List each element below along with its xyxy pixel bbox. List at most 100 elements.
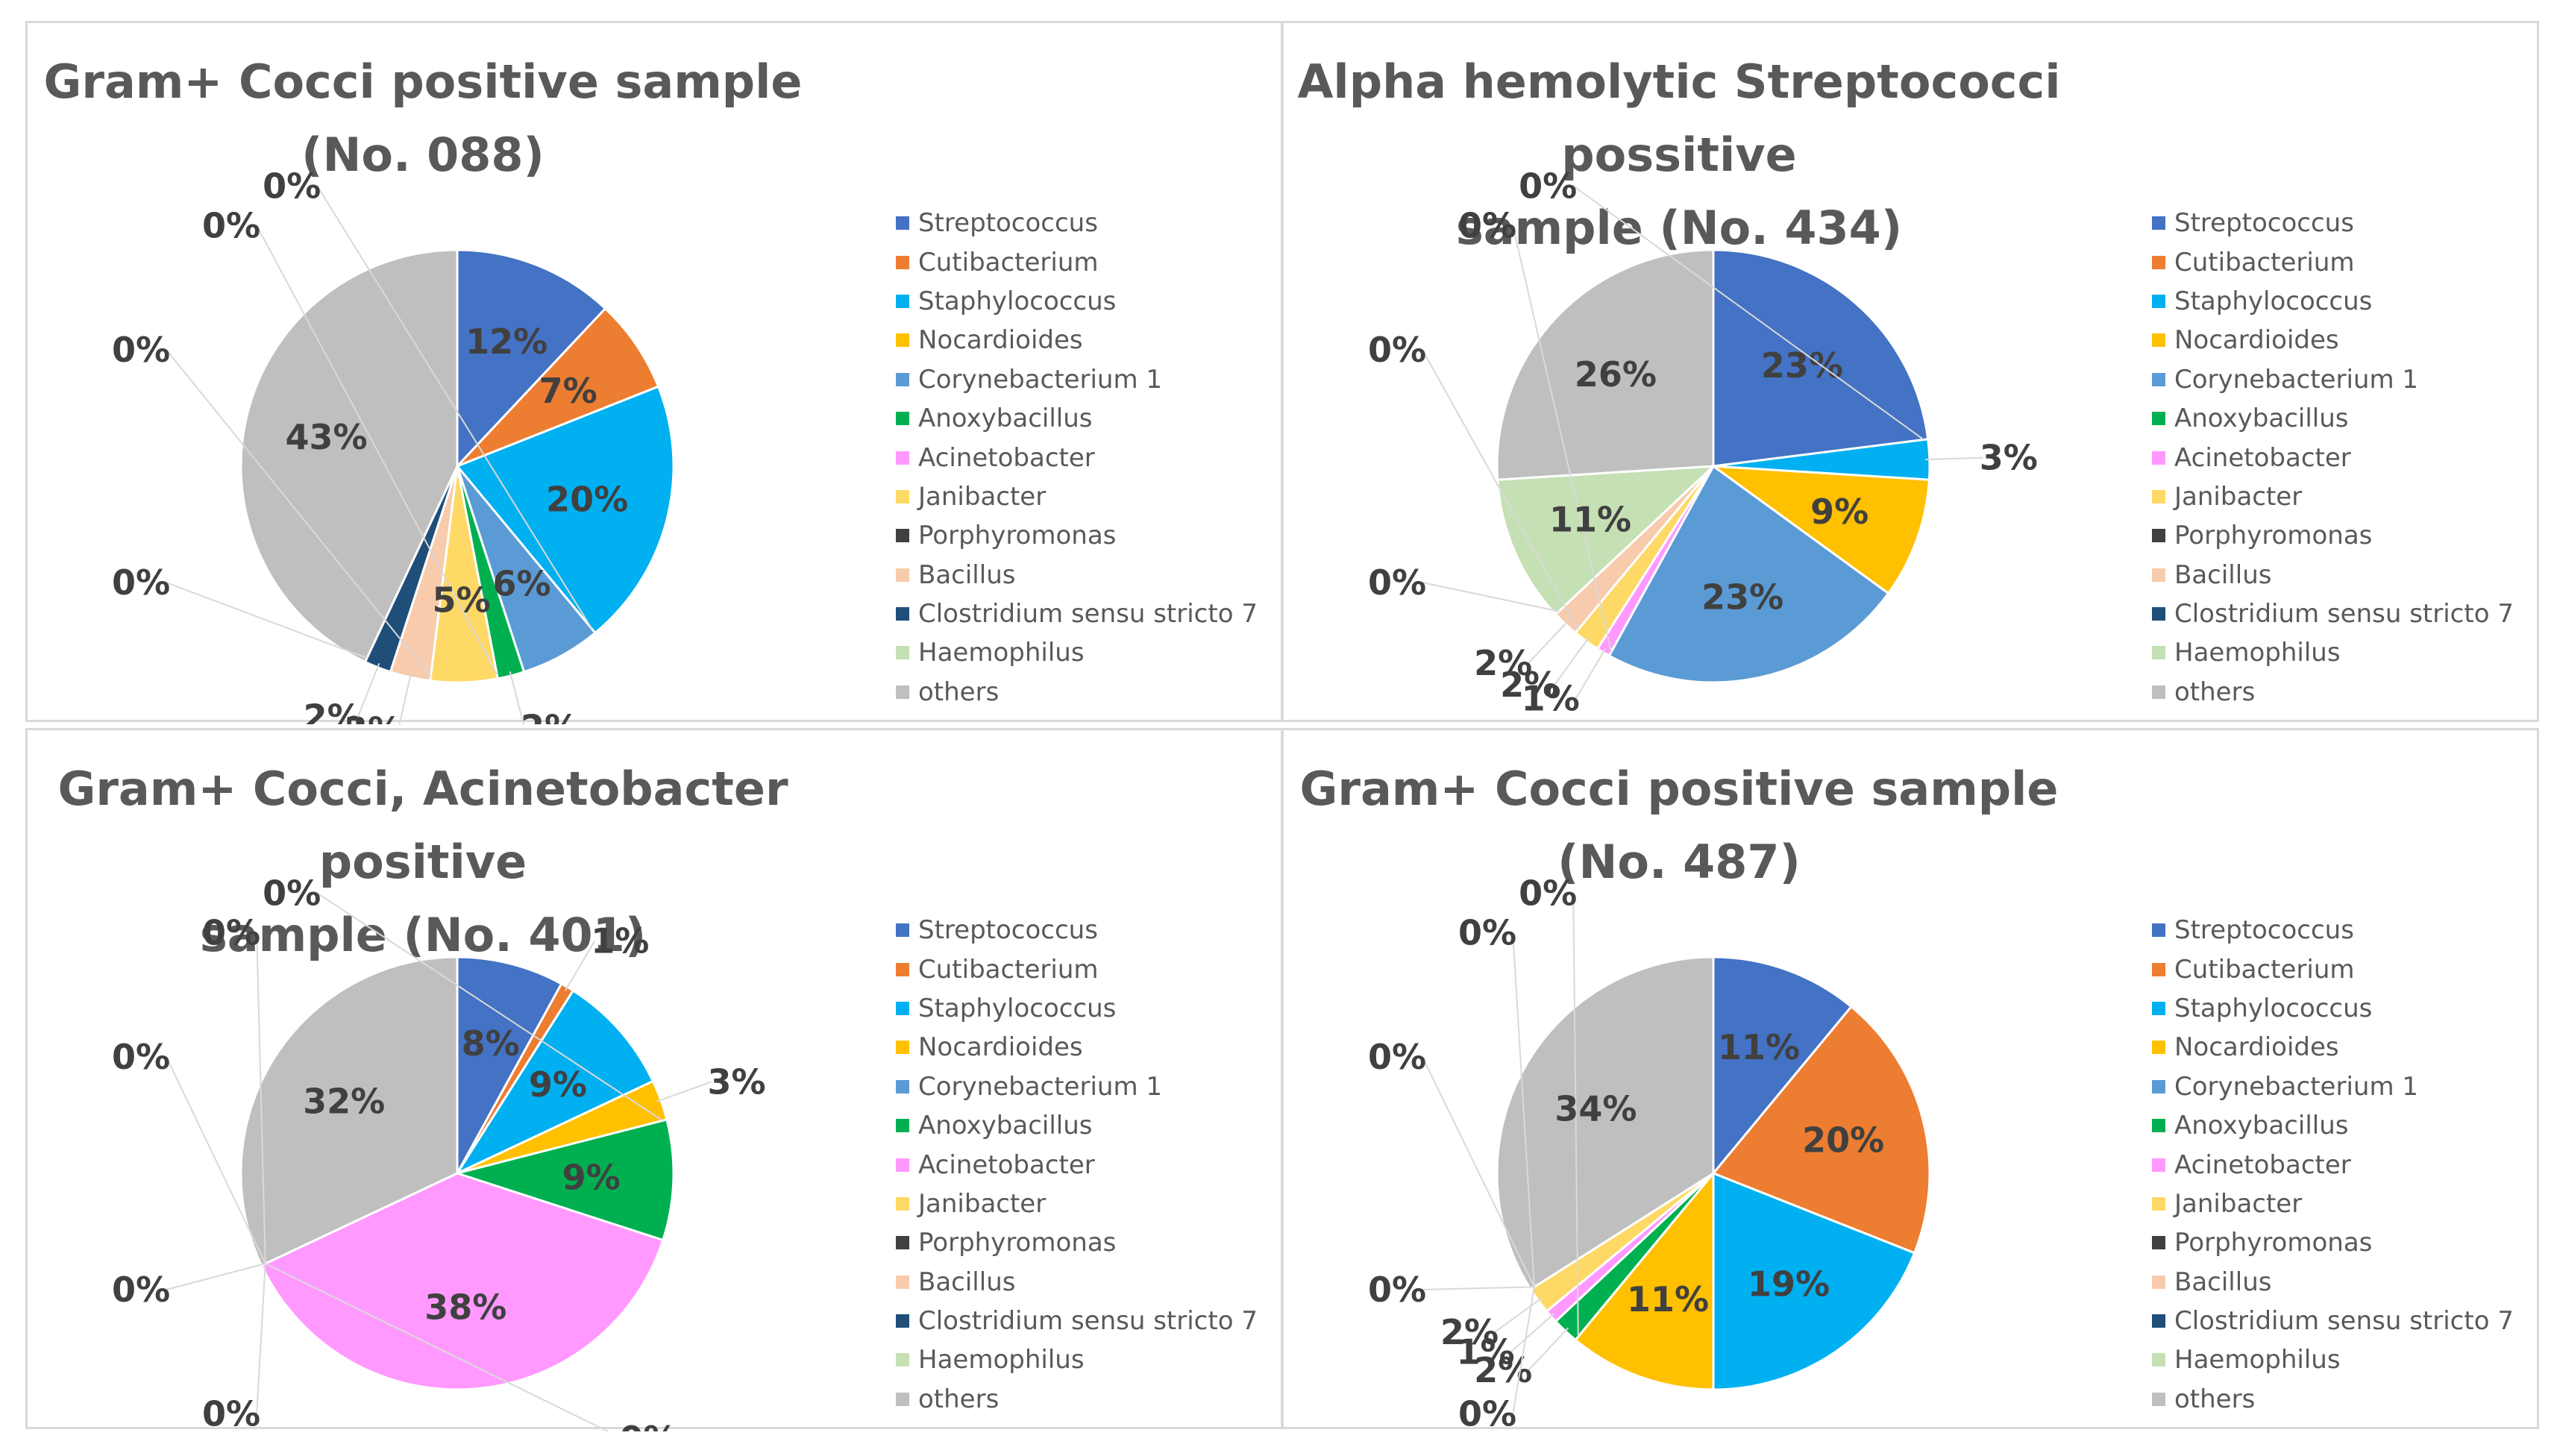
pie-chart: 23%0%3%9%23%0%1%2%0%2%0%11%26% <box>1368 166 2038 719</box>
data-label-bacillus: 0% <box>1368 1037 1426 1077</box>
data-label-janibacter: 2% <box>1500 665 1558 705</box>
legend-item-corynebacterium-1: Corynebacterium 1 <box>2152 1067 2514 1106</box>
data-label-others: 43% <box>285 417 367 457</box>
legend-label: Streptococcus <box>918 915 1098 946</box>
legend-item-nocardioides: Nocardioides <box>2152 321 2514 360</box>
pie-slice-others <box>239 956 459 1267</box>
data-label-haemophilus: 0% <box>1458 1394 1516 1431</box>
pie-slice-nocardioides <box>1709 465 1930 595</box>
data-label-haemophilus: 11% <box>1549 499 1631 539</box>
legend-label: Acinetobacter <box>918 442 1095 473</box>
data-label-bacillus: 3% <box>344 709 402 724</box>
legend-swatch <box>2152 333 2165 348</box>
legend-swatch <box>2152 1314 2165 1328</box>
pie-slice-others <box>239 248 459 664</box>
legend-swatch <box>896 1236 909 1250</box>
data-labels: 12%7%20%0%6%2%0%5%0%3%2%0%43% <box>112 166 628 724</box>
pie-slices <box>239 956 675 1391</box>
data-label-streptococcus: 11% <box>1718 1027 1800 1067</box>
data-label-acinetobacter: 38% <box>424 1287 506 1327</box>
data-label-staphylococcus: 9% <box>529 1064 587 1105</box>
legend-item-clostridium-sensu-stricto-7: Clostridium sensu stricto 7 <box>896 594 1258 633</box>
legend-swatch <box>896 451 909 465</box>
legend-label: Staphylococcus <box>2174 286 2373 316</box>
legend-label: Cutibacterium <box>2174 247 2355 277</box>
legend-label: Clostridium sensu stricto 7 <box>918 1306 1258 1337</box>
legend-swatch <box>2152 607 2165 621</box>
legend-label: Bacillus <box>918 1267 1016 1297</box>
legend-swatch <box>2152 646 2165 660</box>
pie-chart: 11%20%19%11%0%2%1%2%0%0%0%0%34% <box>1368 873 1931 1431</box>
legend-swatch <box>2152 529 2165 543</box>
legend-label: Haemophilus <box>918 1345 1085 1375</box>
data-label-corynebacterium-1: 0% <box>263 873 321 913</box>
legend-label: Porphyromonas <box>2174 1228 2373 1258</box>
legend-item-haemophilus: Haemophilus <box>896 1340 1258 1379</box>
legend-label: Clostridium sensu stricto 7 <box>918 599 1258 630</box>
legend-swatch <box>2152 1001 2165 1015</box>
legend-swatch <box>896 489 909 503</box>
legend-swatch <box>896 529 909 543</box>
legend-label: Bacillus <box>2174 559 2272 590</box>
legend-swatch <box>896 646 909 660</box>
legend-label: Acinetobacter <box>2174 442 2351 473</box>
legend-item-bacillus: Bacillus <box>896 556 1258 594</box>
leader-line-bacillus <box>1422 1056 1535 1287</box>
pie-slice-streptococcus <box>1712 956 1854 1177</box>
legend-swatch <box>2152 1041 2165 1055</box>
legend-item-anoxybacillus: Anoxybacillus <box>896 1106 1258 1145</box>
data-label-cutibacterium: 20% <box>1802 1120 1884 1160</box>
legend-swatch <box>2152 372 2165 386</box>
legend-label: Cutibacterium <box>2174 954 2355 985</box>
pie-slice-streptococcus <box>456 956 563 1174</box>
legend-label: Acinetobacter <box>2174 1149 2351 1180</box>
legend-item-corynebacterium-1: Corynebacterium 1 <box>896 360 1258 399</box>
legend-label: Anoxybacillus <box>918 1111 1093 1141</box>
chart-legend: Streptococcus Cutibacterium Staphylococcus… <box>2152 204 2514 712</box>
data-label-acinetobacter: 0% <box>202 205 260 245</box>
legend-item-streptococcus: Streptococcus <box>2152 204 2514 242</box>
data-label-staphylococcus: 19% <box>1748 1264 1830 1305</box>
pie-slice-streptococcus <box>1712 248 1930 468</box>
legend-item-others: others <box>896 1380 1258 1419</box>
legend-item-cutibacterium: Cutibacterium <box>2152 950 2514 988</box>
legend-swatch <box>2152 451 2165 465</box>
legend-item-corynebacterium-1: Corynebacterium 1 <box>896 1067 1258 1106</box>
pie-slice-streptococcus <box>456 248 607 469</box>
legend-item-streptococcus: Streptococcus <box>896 911 1258 950</box>
legend-swatch <box>2152 1353 2165 1367</box>
chart-title: Gram+ Cocci positive sample (No. 088) <box>43 54 803 182</box>
legend-label: Janibacter <box>2174 481 2303 512</box>
legend-label: Haemophilus <box>2174 638 2341 668</box>
pie-slices <box>1496 956 1931 1391</box>
legend-label: Cutibacterium <box>918 954 1099 985</box>
legend-item-anoxybacillus: Anoxybacillus <box>896 399 1258 438</box>
legend-item-staphylococcus: Staphylococcus <box>2152 282 2514 321</box>
legend-swatch <box>896 1314 909 1328</box>
legend-item-streptococcus: Streptococcus <box>2152 911 2514 950</box>
legend-swatch <box>896 333 909 348</box>
legend-swatch <box>896 372 909 386</box>
pie-slice-corynebacterium-1 <box>1607 464 1890 684</box>
leader-line-acinetobacter <box>256 225 498 675</box>
legend-swatch <box>896 1001 909 1015</box>
data-label-streptococcus: 12% <box>465 321 547 362</box>
chart-panel-434: Alpha hemolytic Streptococci possitive s… <box>1281 21 2539 722</box>
legend-item-clostridium-sensu-stricto-7: Clostridium sensu stricto 7 <box>2152 1302 2514 1340</box>
legend-label: Bacillus <box>918 559 1016 590</box>
data-label-nocardioides: 3% <box>708 1061 766 1102</box>
legend-label: Anoxybacillus <box>2174 1111 2349 1141</box>
legend-label: Anoxybacillus <box>2174 404 2349 434</box>
data-label-others: 26% <box>1575 354 1657 395</box>
leader-line-porphyromonas <box>1422 349 1579 630</box>
data-label-porphyromonas: 0% <box>112 330 170 370</box>
legend-item-bacillus: Bacillus <box>2152 1263 2514 1302</box>
data-label-acinetobacter: 1% <box>1522 679 1580 719</box>
legend-swatch <box>896 1041 909 1055</box>
legend-label: Corynebacterium 1 <box>2174 364 2419 395</box>
legend-label: Haemophilus <box>2174 1345 2341 1375</box>
leader-line-clostridium-sensu-stricto-7 <box>1422 582 1560 612</box>
data-label-anoxybacillus: 0% <box>1458 205 1516 245</box>
legend-item-others: others <box>896 673 1258 712</box>
legend-swatch <box>896 923 909 938</box>
